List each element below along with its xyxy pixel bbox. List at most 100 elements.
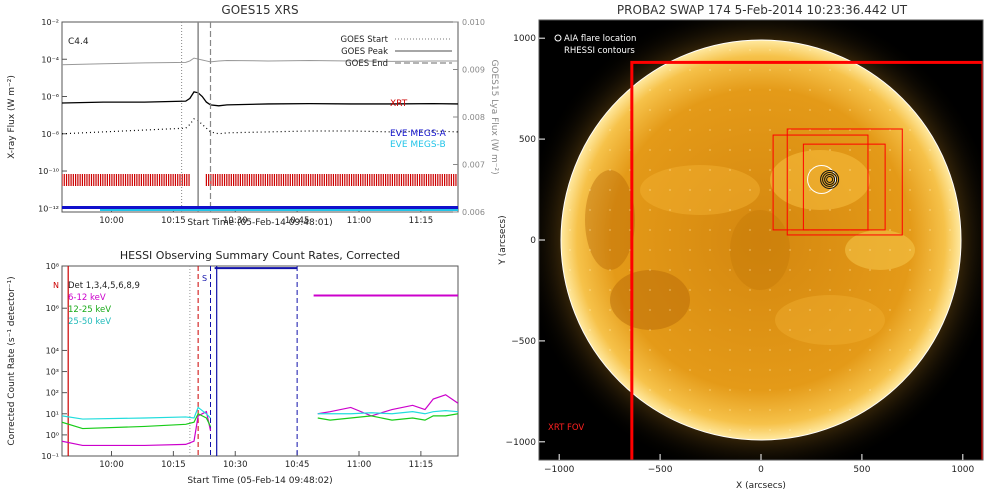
swap-x-tick-label: 500 (853, 465, 870, 475)
legend-aia-flare: AIA flare location (564, 34, 636, 44)
goes-event-lines (181, 22, 212, 212)
goes-short-channel-line (62, 118, 458, 135)
hessi-panel: HESSI Observing Summary Count Rates, Cor… (7, 249, 459, 486)
goes-y-right-axis: 0.006 0.007 0.008 0.009 0.010 (453, 18, 485, 217)
legend-detectors: Det 1,3,4,5,6,8,9 (68, 281, 140, 291)
flare-class-label: C4.4 (68, 37, 89, 47)
hessi-y-label: Corrected Count Rate (s⁻¹ detector⁻¹) (7, 276, 17, 445)
hessi-x-tick-label: 10:45 (285, 460, 310, 470)
legend-rhessi-contours: RHESSI contours (564, 46, 635, 56)
hessi-legend: Det 1,3,4,5,6,8,9 6-12 keV 12-25 keV 25-… (68, 281, 140, 327)
hessi-series (62, 394, 458, 447)
hessi-y-tick-label: 10⁸ (46, 262, 59, 271)
hessi-y-tick-label: 10⁰ (46, 431, 59, 440)
hessi-series-line (317, 413, 458, 421)
night-marker: N (53, 281, 59, 290)
swap-y-tick-label: 500 (519, 135, 536, 145)
goes-legend: GOES Start GOES Peak GOES End (340, 35, 452, 69)
xrt-coverage-bars (62, 174, 457, 186)
goes-y-right-label: GOES15 Lya Flux (W m⁻²) (489, 59, 499, 174)
goes-x-tick-label: 10:00 (99, 216, 124, 226)
eve-megs-b-label: EVE MEGS-B (390, 140, 446, 150)
goes-y-tick-label: 10⁻⁶ (41, 93, 59, 102)
goes-x-tick-label: 11:00 (347, 216, 372, 226)
legend-12-25kev: 12-25 keV (68, 305, 111, 315)
hessi-y-tick-label: 10⁴ (46, 346, 59, 355)
lya-flux-line (62, 57, 458, 66)
swap-x-tick-label: −500 (648, 465, 673, 475)
goes-panel: GOES15 XRS 10⁻¹² 10⁻¹⁰ 10⁻⁸ 10⁻⁶ 10⁻⁴ 10⁻² 0.… (7, 3, 499, 228)
goes-y-right-tick-label: 0.006 (462, 208, 485, 217)
swap-y-tick-label: −1000 (506, 438, 537, 448)
hessi-plot-frame (61, 265, 459, 457)
hessi-y-tick-label: 10⁻¹ (41, 452, 59, 461)
swap-title: PROBA2 SWAP 174 5-Feb-2014 10:23:36.442 … (617, 3, 908, 17)
hessi-x-tick-label: 10:00 (99, 460, 124, 470)
solar-texture (561, 40, 961, 440)
hessi-x-tick-label: 10:15 (161, 460, 186, 470)
hessi-y-tick-label: 10⁶ (46, 304, 59, 313)
swap-legend: AIA flare location RHESSI contours (554, 34, 636, 56)
goes-y-label: X-ray Flux (W m⁻²) (7, 75, 17, 159)
swap-x-label: X (arcsecs) (736, 481, 786, 491)
hessi-y-axis: 10⁻¹ 10⁰ 10¹ 10² 10³ 10⁴ 10⁶ 10⁸ (41, 262, 67, 461)
rhessi-legend-symbol (554, 46, 562, 54)
goes-title: GOES15 XRS (221, 3, 298, 17)
swap-panel: PROBA2 SWAP 174 5-Feb-2014 10:23:36.442 … (498, 3, 984, 491)
hessi-y-tick-label: 10³ (46, 368, 59, 377)
rhessi-contour (826, 175, 834, 183)
legend-25-50kev: 25-50 keV (68, 317, 111, 327)
goes-y-tick-label: 10⁻² (41, 18, 59, 27)
solar-limb (560, 39, 962, 441)
goes-x-tick-label: 10:45 (285, 216, 310, 226)
hessi-series-line (317, 410, 458, 415)
hessi-x-axis: 10:00 10:15 10:30 10:45 11:00 11:15 (99, 451, 433, 470)
hessi-title: HESSI Observing Summary Count Rates, Cor… (120, 249, 400, 262)
hessi-x-label: Start Time (05-Feb-14 09:48:02) (187, 476, 332, 486)
goes-long-channel-line (62, 91, 458, 107)
goes-y-right-tick-label: 0.009 (462, 66, 485, 75)
eve-megs-a-bar (62, 206, 458, 209)
goes-series (62, 57, 458, 135)
eve-megs-a-label: EVE MEGS-A (390, 129, 447, 139)
goes-x-tick-label: 10:15 (161, 216, 186, 226)
saa-marker: S (202, 274, 207, 283)
goes-y-tick-label: 10⁻⁴ (41, 55, 59, 64)
legend-6-12kev: 6-12 keV (68, 293, 106, 303)
hessi-x-tick-label: 10:30 (223, 460, 248, 470)
goes-x-tick-label: 11:15 (409, 216, 434, 226)
swap-y-tick-label: 0 (530, 236, 536, 246)
goes-x-tick-label: 10:30 (223, 216, 248, 226)
goes-y-tick-label: 10⁻⁸ (41, 130, 59, 139)
rhessi-contour (824, 173, 836, 185)
legend-goes-end: GOES End (345, 59, 388, 69)
xrt-pointing-box (786, 128, 903, 236)
hessi-series-line (62, 412, 212, 430)
swap-x-tick-label: 1000 (951, 465, 974, 475)
goes-x-label: Start Time (05-Feb-14 09:48:01) (187, 218, 332, 228)
goes-y-tick-label: 10⁻¹² (38, 204, 59, 213)
hessi-series-line (62, 406, 211, 420)
aia-flare-circle (807, 164, 837, 194)
swap-x-tick-label: −1000 (544, 465, 575, 475)
xrt-fov-box (630, 60, 983, 460)
legend-goes-start: GOES Start (340, 35, 388, 45)
xrt-label: XRT (390, 99, 408, 109)
hessi-x-tick-label: 11:15 (409, 460, 434, 470)
goes-y-right-tick-label: 0.008 (462, 113, 485, 122)
goes-y-right-tick-label: 0.010 (462, 18, 485, 27)
xrt-pointing-box (802, 143, 886, 231)
rhessi-contour (822, 171, 838, 187)
swap-y-tick-label: −500 (511, 337, 536, 347)
hessi-y-tick-label: 10² (46, 389, 59, 398)
hessi-y-tick-label: 10¹ (46, 410, 59, 419)
legend-goes-peak: GOES Peak (341, 47, 388, 57)
swap-axes: −1000 −500 0 500 1000 −1000 −500 0 500 1000 (506, 34, 975, 475)
goes-y-tick-label: 10⁻¹⁰ (38, 167, 59, 176)
aia-legend-symbol (554, 34, 562, 42)
swap-y-tick-label: 1000 (513, 34, 536, 44)
goes-y-right-tick-label: 0.007 (462, 161, 485, 170)
hessi-series-line (317, 394, 458, 417)
eve-megs-b-bar (100, 209, 458, 211)
